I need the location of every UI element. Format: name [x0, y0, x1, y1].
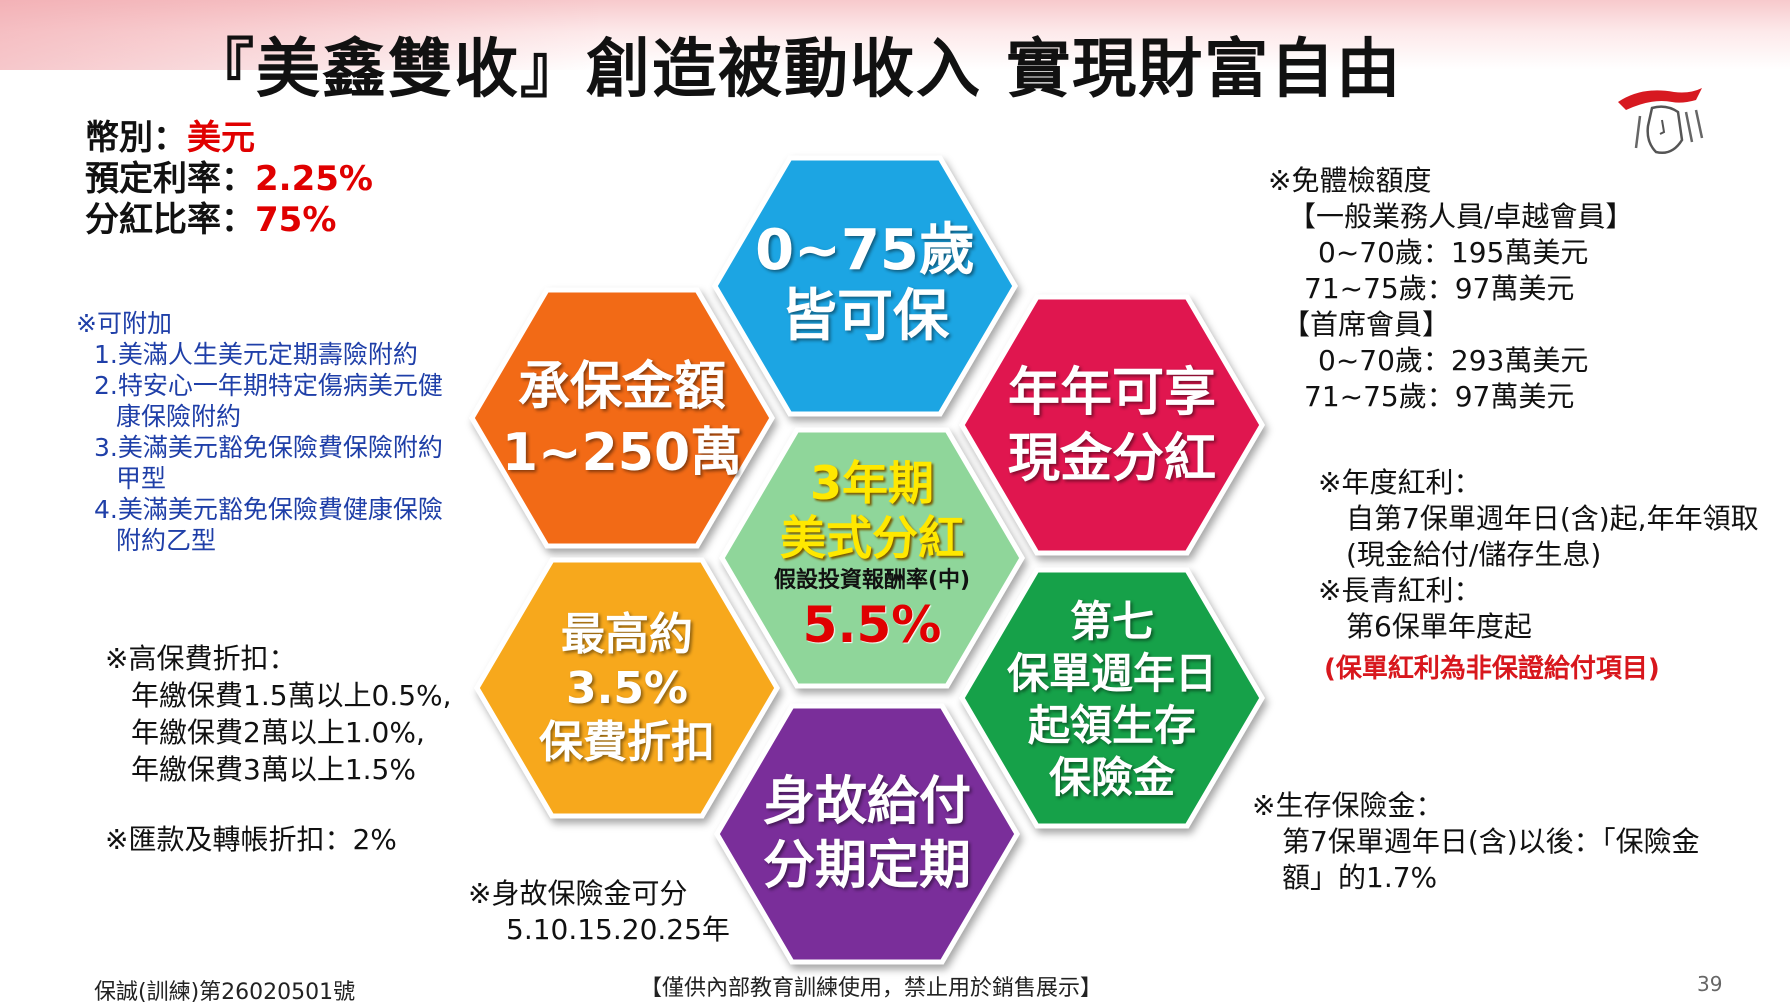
- header-band: [0, 0, 1790, 70]
- discount-line: 年繳保費1.5萬以上0.5%,: [131, 679, 452, 712]
- survival-heading: ※生存保險金：: [1252, 789, 1444, 822]
- exam-line: 0~70歲：195萬美元: [1318, 236, 1589, 269]
- rider-item: 2.特安心一年期特定傷病美元健: [94, 371, 443, 400]
- exam-group2: 【首席會員】: [1282, 308, 1451, 341]
- hex-center-line2: 美式分紅: [780, 511, 964, 565]
- premium-discount: ※高保費折扣： 年繳保費1.5萬以上0.5%, 年繳保費2萬以上1.0%, 年繳…: [105, 640, 452, 788]
- currency-label: 幣別：: [85, 118, 187, 158]
- rider-item: 3.美滿美元豁免保險費保險附約: [94, 433, 443, 462]
- hex-ll-line1: 最高約: [561, 609, 693, 660]
- hex-lr-line1: 第七: [1069, 597, 1154, 646]
- hex-lr-line3: 起領生存: [1027, 701, 1196, 750]
- hex-ur-line2: 現金分紅: [1007, 429, 1216, 489]
- annual-bonus-line: 自第7保單週年日(含)起,年年領取: [1346, 502, 1759, 535]
- annual-bonus-heading: ※年度紅利：: [1318, 466, 1482, 499]
- page-title: 『美鑫雙收』創造被動收入 實現財富自由: [190, 33, 1403, 107]
- hex-bottom-line1: 身故給付: [762, 772, 971, 832]
- hex-bottom-label: 身故給付 分期定期: [717, 770, 1017, 898]
- riders-heading: ※可附加: [76, 309, 172, 338]
- hex-top: [712, 155, 1018, 417]
- death-heading: ※身故保險金可分: [468, 877, 688, 910]
- evergreen-bonus-heading: ※長青紅利：: [1318, 574, 1482, 607]
- hex-upper-right-label: 年年可享 現金分紅: [962, 360, 1262, 492]
- hex-lr-line4: 保險金: [1048, 753, 1175, 802]
- exam-group1: 【一般業務人員/卓越會員】: [1288, 200, 1634, 233]
- hex-top-line2: 皆可保: [781, 284, 949, 349]
- survival-benefit: ※生存保險金： 第7保單週年日(含)以後：「保險金 額」的1.7%: [1252, 788, 1722, 896]
- annual-bonus-line: (現金給付/儲存生息): [1346, 538, 1602, 571]
- exam-line: 71~75歲：97萬美元: [1304, 380, 1575, 413]
- hex-lr-line2: 保單週年日: [1006, 649, 1217, 698]
- hex-center-line3: 假設投資報酬率(中): [773, 568, 971, 593]
- hex-lower-left-label: 最高約 3.5% 保費折扣: [477, 608, 777, 770]
- survival-line: 額」的1.7%: [1282, 861, 1438, 894]
- approval-code: 保誠(訓練)第26020501號: [94, 980, 356, 1005]
- bonus-notes: ※年度紅利： 自第7保單週年日(含)起,年年領取 (現金給付/儲存生息) ※長青…: [1318, 465, 1759, 687]
- currency-value: 美元: [187, 118, 255, 158]
- dividend-value: 75%: [255, 200, 337, 240]
- death-benefit-note: ※身故保險金可分 5.10.15.20.25年: [468, 876, 730, 948]
- hex-bottom-line2: 分期定期: [762, 836, 971, 896]
- exam-heading: ※免體檢額度: [1268, 164, 1432, 197]
- death-line: 5.10.15.20.25年: [506, 913, 730, 946]
- currency-row: 幣別：美元: [85, 118, 373, 159]
- hex-ul-line2: 1~250萬: [501, 423, 743, 483]
- hex-center-line4: 5.5%: [802, 596, 942, 654]
- exam-line: 71~75歲：97萬美元: [1304, 272, 1575, 305]
- rider-item: 1.美滿人生美元定期壽險附約: [94, 340, 418, 369]
- hex-lower-right-label: 第七 保單週年日 起領生存 保險金: [962, 596, 1262, 804]
- discount-heading: ※高保費折扣：: [105, 642, 297, 675]
- rider-item-cont: 附約乙型: [116, 526, 217, 555]
- hex-upper-left-label: 承保金額 1~250萬: [472, 354, 772, 486]
- rider-item: 4.美滿美元豁免保險費健康保險: [94, 495, 443, 524]
- hex-ll-line3: 保費折扣: [539, 717, 715, 768]
- hex-bottom: [714, 703, 1020, 965]
- rate-row: 預定利率：2.25%: [85, 159, 373, 200]
- evergreen-bonus-line: 第6保單年度起: [1346, 610, 1532, 643]
- hex-ur-line1: 年年可享: [1007, 363, 1216, 423]
- rider-item-cont: 甲型: [116, 464, 167, 493]
- hex-top-line1: 0~75歲: [755, 218, 975, 283]
- internal-use-notice: 【僅供內部教育訓練使用，禁止用於銷售展示】: [640, 976, 1103, 1001]
- hex-upper-left: [469, 287, 775, 549]
- bonus-disclaimer: (保單紅利為非保證給付項目): [1324, 654, 1660, 684]
- dividend-label: 分紅比率：: [85, 200, 255, 240]
- hex-center: [719, 427, 1025, 689]
- rate-value: 2.25%: [255, 159, 373, 199]
- hex-lower-left: [474, 557, 780, 819]
- hex-center-label: 3年期 美式分紅 假設投資報酬率(中) 5.5%: [722, 456, 1022, 654]
- discount-line: 年繳保費3萬以上1.5%: [131, 753, 416, 786]
- exam-line: 0~70歲：293萬美元: [1318, 344, 1589, 377]
- exam-free-limits: ※免體檢額度 【一般業務人員/卓越會員】 0~70歲：195萬美元 71~75歲…: [1268, 163, 1633, 415]
- hex-lower-right: [959, 567, 1265, 829]
- hex-ll-line2: 3.5%: [565, 663, 689, 714]
- hex-upper-right: [959, 294, 1265, 556]
- hex-ul-line1: 承保金額: [517, 357, 726, 417]
- survival-line: 第7保單週年日(含)以後：「保險金: [1282, 825, 1700, 858]
- page-number: 39: [1697, 972, 1723, 996]
- hex-top-label: 0~75歲 皆可保: [715, 218, 1015, 350]
- discount-line: 年繳保費2萬以上1.0%,: [131, 716, 425, 749]
- rider-item-cont: 康保險附約: [116, 402, 242, 431]
- basic-info: 幣別：美元 預定利率：2.25% 分紅比率：75%: [85, 118, 373, 241]
- hex-center-line1: 3年期: [809, 456, 934, 510]
- remit-discount: ※匯款及轉帳折扣：2%: [105, 823, 397, 856]
- rate-label: 預定利率：: [85, 159, 255, 199]
- prudential-logo: [1618, 88, 1704, 154]
- riders-list: ※可附加 1.美滿人生美元定期壽險附約 2.特安心一年期特定傷病美元健 康保險附…: [76, 308, 476, 556]
- dividend-row: 分紅比率：75%: [85, 200, 373, 241]
